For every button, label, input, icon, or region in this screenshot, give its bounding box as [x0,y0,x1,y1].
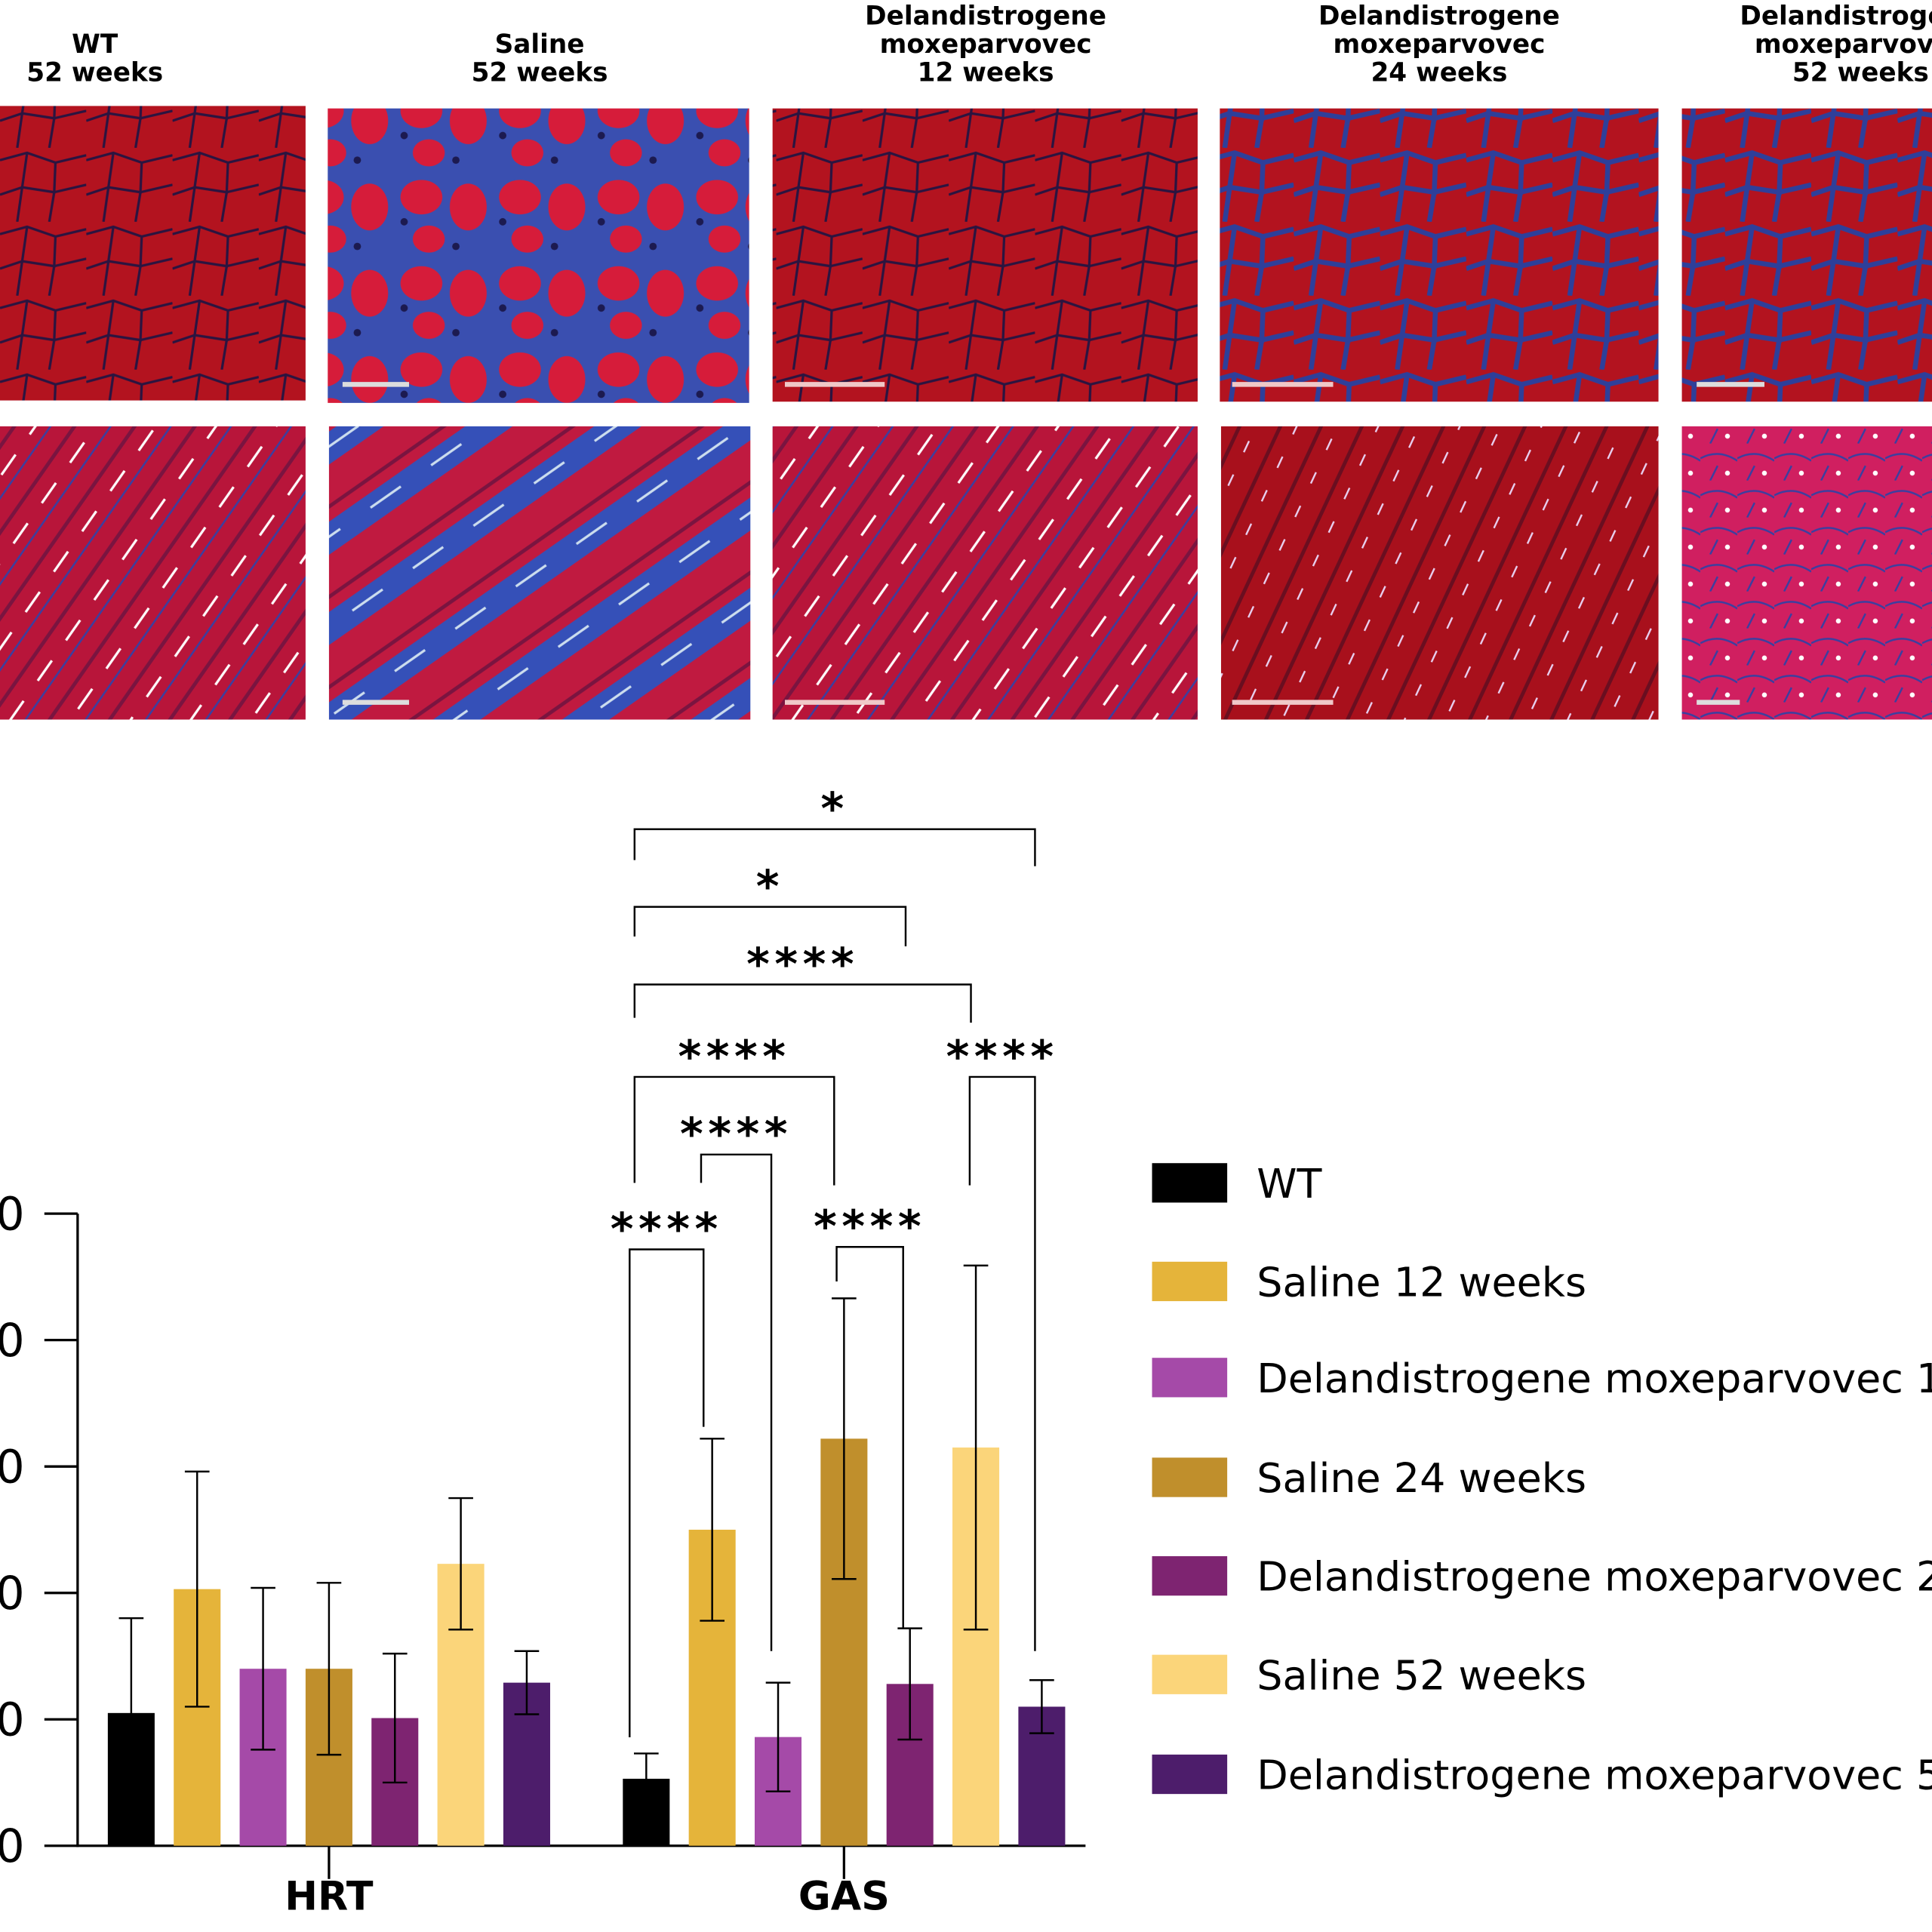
panel-title: Delandistrogene [1740,2,1932,32]
legend-label: Saline 12 weeks [1257,1259,1586,1306]
legend-label: Saline 52 weeks [1257,1651,1586,1699]
x-tick-label: HRT [285,1875,374,1920]
panel-title: 12 weeks [918,58,1054,88]
panel-title: 52 weeks [26,58,163,88]
panel-title: Saline [495,29,585,60]
legend-label: Delandistrogene moxeparvovec 12 weeks [1257,1355,1932,1402]
error-bar [448,1497,473,1631]
panel-title: 52 weeks [472,58,608,88]
error-bar [316,1582,342,1756]
error-bar [184,1470,210,1708]
significance-bracket [968,1075,1036,1651]
y-tick-label: 50 [0,1188,25,1241]
significance-label: **** [746,938,859,990]
significance-bracket [633,983,972,1023]
micrograph [328,426,751,720]
significance-bracket [633,1075,835,1186]
legend-swatch [1152,1754,1228,1795]
panel-title: moxeparvovec [880,29,1092,60]
y-tick-label: 0 [0,1820,25,1873]
panel-title: 24 weeks [1371,58,1507,88]
significance-label: * [756,860,784,912]
micrograph [1681,108,1932,402]
legend-swatch [1152,1358,1228,1398]
error-bar [118,1617,144,1809]
y-tick-label: 10 [0,1694,25,1746]
error-bar [1029,1679,1054,1734]
significance-bracket [700,1153,773,1651]
significance-label: **** [814,1201,926,1253]
error-bar [897,1627,923,1741]
micrograph [1220,108,1659,402]
legend-swatch [1152,1556,1228,1596]
micrograph [328,108,749,403]
panel-title: Delandistrogene [865,2,1106,32]
micrograph [0,426,306,720]
legend-label: WT [1257,1160,1322,1208]
significance-label: **** [678,1030,791,1082]
significance-label: **** [611,1203,723,1255]
panel-title: moxeparvovec [1333,29,1545,60]
error-bar [634,1752,659,1805]
error-bar [963,1264,989,1631]
x-tick-label: GAS [798,1875,890,1920]
significance-bracket [633,828,1036,866]
significance-bracket [835,1246,904,1629]
legend-label: Delandistrogene moxeparvovec 52 weeks [1257,1752,1932,1799]
y-tick-label: 40 [0,1315,25,1367]
legend-label: Saline 24 weeks [1257,1454,1586,1502]
panel-title: Delandistrogene [1318,2,1560,32]
bar-chart: 01020304050HRTGAS***********************… [0,783,1086,1920]
histology-row-heart [0,426,1932,720]
micrograph [1220,426,1659,720]
y-tick-label: 20 [0,1567,25,1620]
significance-label: * [820,783,848,835]
micrograph [772,426,1198,720]
histology-row-muscle [0,106,1932,403]
significance-label: **** [946,1030,1059,1082]
legend-swatch [1152,1261,1228,1302]
significance-bracket [629,1248,705,1738]
legend-swatch [1152,1654,1228,1694]
panel-title: WT [72,29,118,60]
y-tick-label: 30 [0,1441,25,1494]
micrograph [0,106,306,401]
legend-swatch [1152,1457,1228,1497]
legend-label: Delandistrogene moxeparvovec 24 weeks [1257,1553,1932,1601]
error-bar [514,1650,540,1715]
error-bar [251,1586,275,1751]
legend-swatch [1152,1163,1228,1203]
significance-bracket [633,906,907,946]
error-bar [382,1652,408,1784]
error-bar [832,1297,857,1580]
significance-label: **** [680,1108,792,1160]
micrograph [772,108,1198,402]
panel-title: moxeparvovec [1755,29,1932,60]
error-bar [765,1681,791,1792]
panel-title: 52 weeks [1792,58,1929,88]
micrograph [1681,426,1932,720]
error-bar [700,1438,724,1622]
